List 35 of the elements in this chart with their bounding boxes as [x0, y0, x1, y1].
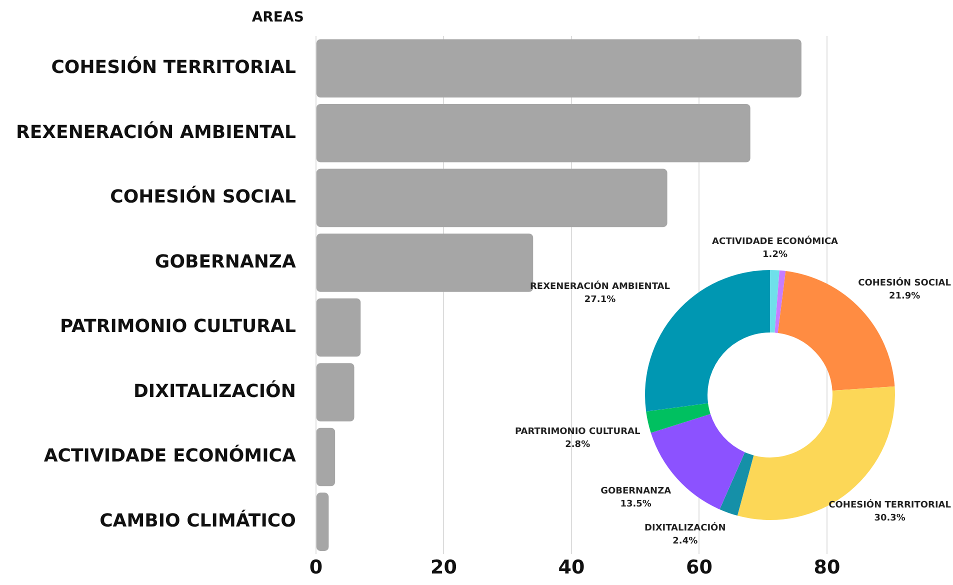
y-tick-label: COHESIÓN SOCIAL [110, 186, 296, 208]
x-tick-label: 40 [558, 556, 585, 579]
data-label: 21.9% [888, 291, 920, 302]
slice-label: REXENERACIÓN AMBIENTAL [530, 280, 670, 292]
x-tick-label: 20 [430, 556, 457, 579]
bar [316, 104, 750, 162]
data-label: 1.2% [762, 250, 788, 260]
data-label: 30.3% [874, 514, 906, 524]
bar [316, 492, 329, 551]
data-label: 2.8% [565, 440, 590, 450]
bar [316, 168, 668, 228]
bar [316, 363, 354, 422]
data-label: 2.4% [672, 536, 698, 546]
data-label: 13.5% [620, 500, 652, 510]
y-tick-label: DIXITALIZACIÓN [133, 380, 296, 402]
slice-label: ACTIVIDADE ECONÓMICA [712, 234, 838, 247]
y-axis-title: AREAS [252, 10, 304, 26]
slice-label: GOBERNANZA [600, 486, 672, 497]
y-tick-label: REXENERACIÓN AMBIENTAL [16, 120, 296, 143]
y-tick-label: CAMBIO CLIMÁTICO [100, 509, 296, 532]
bar [316, 298, 361, 357]
slice-label: COHESIÓN SOCIAL [858, 276, 952, 288]
x-tick-label: 0 [309, 556, 323, 579]
bar [316, 428, 336, 486]
bar [316, 39, 802, 98]
data-label: 27.1% [584, 295, 616, 306]
x-tick-label: 60 [686, 556, 712, 579]
y-tick-label: PATRIMONIO CULTURAL [60, 316, 296, 338]
slice-label: COHESIÓN TERRITORIAL [828, 498, 952, 511]
y-tick-label: GOBERNANZA [154, 251, 296, 272]
slice-label: DIXITALIZACIÓN [644, 521, 726, 534]
slice-label: PARTRIMONIO CULTURAL [515, 426, 640, 437]
y-tick-label: ACTIVIDADE ECONÓMICA [44, 444, 296, 467]
x-tick-label: 80 [814, 556, 840, 579]
y-tick-label: COHESIÓN TERRITORIAL [51, 56, 296, 78]
